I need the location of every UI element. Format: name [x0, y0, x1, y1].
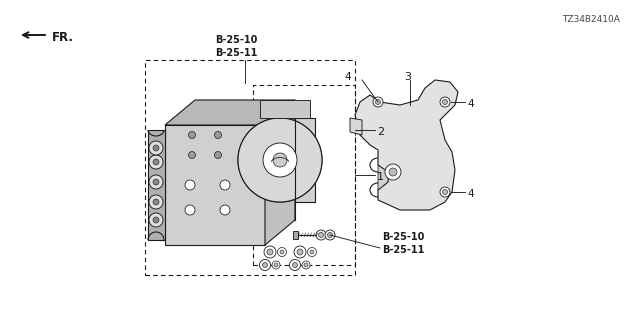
Circle shape — [302, 261, 310, 269]
Circle shape — [373, 97, 383, 107]
Circle shape — [292, 262, 298, 268]
Text: TZ34B2410A: TZ34B2410A — [562, 15, 620, 24]
Circle shape — [289, 260, 301, 270]
Bar — [265, 118, 315, 202]
Bar — [293, 231, 298, 239]
Circle shape — [220, 205, 230, 215]
Text: 4: 4 — [467, 99, 474, 109]
Text: FR.: FR. — [52, 30, 74, 44]
Circle shape — [149, 195, 163, 209]
Circle shape — [220, 180, 230, 190]
Circle shape — [440, 97, 450, 107]
Circle shape — [214, 132, 221, 139]
Circle shape — [185, 180, 195, 190]
Polygon shape — [165, 125, 265, 245]
Circle shape — [264, 246, 276, 258]
Text: B-25-10
B-25-11: B-25-10 B-25-11 — [215, 35, 257, 58]
Circle shape — [376, 100, 381, 105]
Circle shape — [316, 230, 326, 240]
Circle shape — [263, 143, 297, 177]
Circle shape — [149, 155, 163, 169]
Circle shape — [385, 164, 401, 180]
Bar — [145, 60, 355, 275]
Polygon shape — [165, 100, 295, 125]
Text: 1: 1 — [377, 172, 384, 182]
Text: B-25-10
B-25-11: B-25-10 B-25-11 — [382, 232, 424, 255]
Circle shape — [304, 263, 308, 267]
Circle shape — [325, 230, 335, 240]
Circle shape — [440, 187, 450, 197]
Bar — [253, 85, 355, 265]
Circle shape — [328, 233, 333, 237]
Polygon shape — [378, 165, 388, 190]
Circle shape — [153, 159, 159, 165]
Text: 3: 3 — [404, 72, 412, 82]
Circle shape — [153, 199, 159, 205]
Polygon shape — [350, 118, 362, 135]
Circle shape — [272, 261, 280, 269]
Circle shape — [274, 263, 278, 267]
Circle shape — [442, 189, 447, 195]
Circle shape — [294, 246, 306, 258]
Circle shape — [442, 100, 447, 105]
Circle shape — [297, 249, 303, 255]
Circle shape — [153, 217, 159, 223]
Circle shape — [149, 213, 163, 227]
Circle shape — [319, 233, 323, 237]
Circle shape — [389, 168, 397, 176]
Circle shape — [238, 118, 322, 202]
Polygon shape — [265, 100, 295, 245]
Circle shape — [189, 151, 195, 158]
Circle shape — [189, 132, 195, 139]
Circle shape — [280, 250, 284, 254]
Text: 4: 4 — [345, 72, 351, 82]
Circle shape — [238, 118, 322, 202]
Circle shape — [278, 247, 287, 257]
Circle shape — [273, 153, 287, 167]
Circle shape — [267, 249, 273, 255]
Circle shape — [310, 250, 314, 254]
Polygon shape — [148, 130, 165, 240]
Circle shape — [153, 145, 159, 151]
Circle shape — [262, 262, 268, 268]
Circle shape — [259, 260, 271, 270]
Circle shape — [214, 151, 221, 158]
Circle shape — [185, 205, 195, 215]
Circle shape — [153, 179, 159, 185]
Circle shape — [149, 141, 163, 155]
Polygon shape — [355, 80, 458, 210]
Circle shape — [149, 175, 163, 189]
Polygon shape — [260, 100, 310, 118]
Text: 2: 2 — [377, 127, 384, 137]
Circle shape — [307, 247, 317, 257]
Text: 4: 4 — [467, 189, 474, 199]
